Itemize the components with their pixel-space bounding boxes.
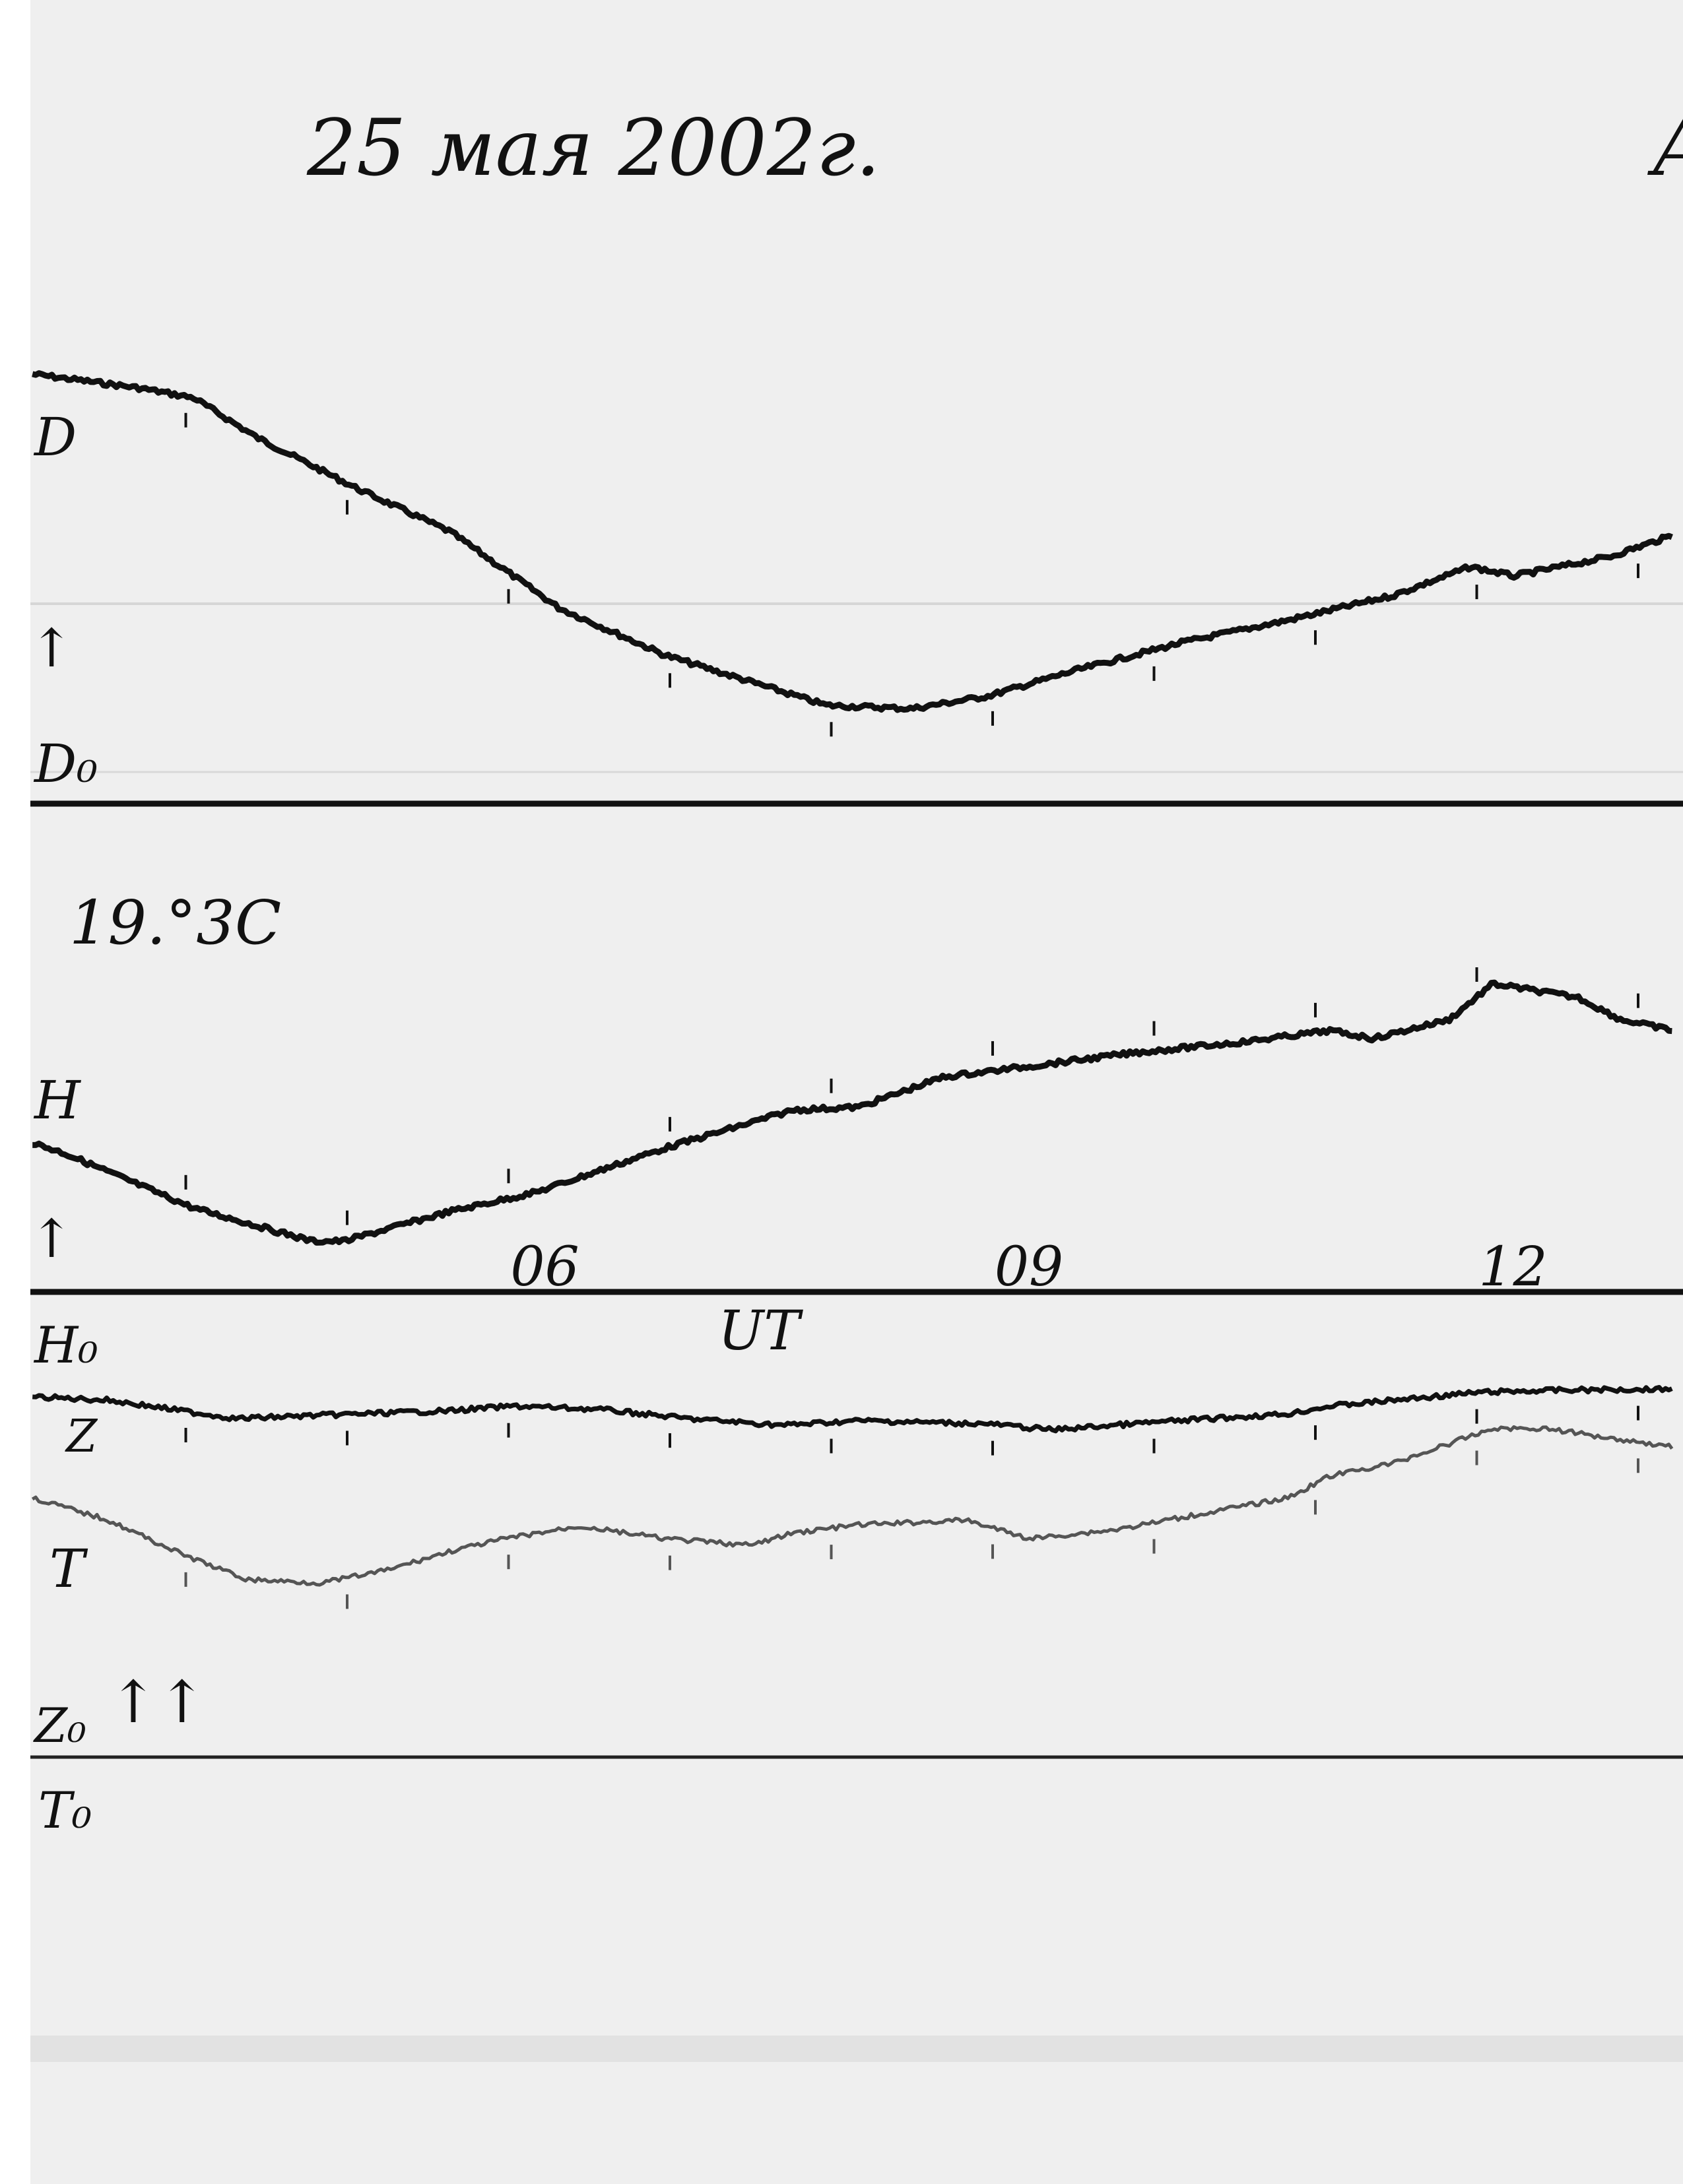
baseline-label-t0: T₀ (38, 1781, 92, 1840)
series-label-d: D (33, 406, 77, 468)
trace-t (31, 1425, 1674, 1587)
trace-h (32, 979, 1672, 1246)
traces-group (31, 370, 1674, 1609)
double-arrow-up-icon: ↑↑ (109, 1668, 206, 1736)
baseline-label-z0: Z₀ (33, 1698, 86, 1753)
series-label-z: Z (65, 1411, 98, 1463)
arrow-up-icon: ↑ (29, 1208, 73, 1269)
series-label-t: T (50, 1538, 88, 1599)
paper-band (30, 2036, 1683, 2062)
corner-mark: A (1647, 102, 1683, 193)
baseline-label-h0: H₀ (33, 1316, 98, 1374)
note-temperature: 19.°3C (69, 887, 281, 958)
scan-margin (0, 0, 30, 2184)
x-axis-label-ut: UT (718, 1300, 803, 1363)
x-tick-label-12: 12 (1478, 1236, 1547, 1299)
trace-d (32, 370, 1673, 713)
x-tick-label-09: 09 (995, 1236, 1063, 1299)
x-tick-label-06: 06 (510, 1236, 579, 1299)
arrow-up-icon: ↑ (29, 618, 73, 679)
baseline-label-d0: D₀ (33, 733, 98, 794)
date-title: 25 мая 2002г. (306, 102, 880, 193)
trace-z (32, 1385, 1673, 1434)
series-label-h: H (33, 1070, 82, 1131)
